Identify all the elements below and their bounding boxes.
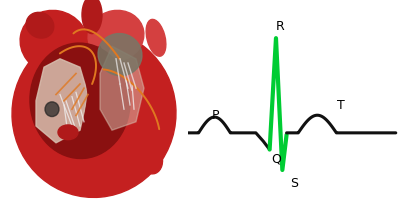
Text: S: S (290, 177, 298, 190)
Polygon shape (36, 59, 88, 143)
Polygon shape (84, 46, 110, 136)
Ellipse shape (45, 102, 59, 117)
Ellipse shape (82, 0, 102, 34)
Ellipse shape (138, 141, 162, 174)
Ellipse shape (12, 29, 176, 197)
Ellipse shape (58, 125, 78, 140)
Ellipse shape (26, 12, 54, 38)
Text: Q: Q (271, 152, 281, 165)
Polygon shape (100, 46, 144, 130)
Text: T: T (337, 99, 344, 112)
Ellipse shape (146, 19, 166, 56)
Text: P: P (212, 109, 219, 122)
Text: R: R (276, 20, 284, 33)
Ellipse shape (88, 10, 144, 61)
Ellipse shape (98, 34, 142, 76)
Ellipse shape (20, 10, 88, 74)
Ellipse shape (30, 43, 130, 159)
